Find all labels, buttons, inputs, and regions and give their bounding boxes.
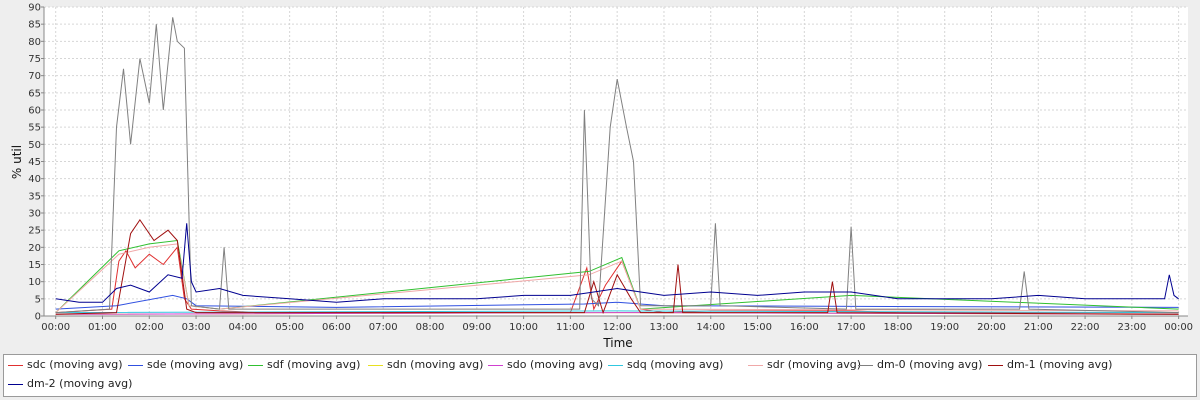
legend-item: dm-1 (moving avg) bbox=[988, 357, 1112, 373]
y-tick-label: 30 bbox=[28, 209, 41, 220]
series-line-8 bbox=[55, 219, 1179, 315]
legend-label: sdo (moving avg) bbox=[507, 358, 604, 371]
y-tick-label: 80 bbox=[28, 37, 41, 48]
y-tick-label: 75 bbox=[28, 54, 41, 65]
y-tick-label: 90 bbox=[28, 3, 41, 14]
x-tick-label: 16:00 bbox=[790, 322, 819, 333]
x-axis-ticks: 00:00 01:00 02:00 03:00 04:00 05:00 06:00 07:00… bbox=[41, 316, 1193, 333]
y-axis-ticks: 0 5 10 15 20 25 30 35 40 45 50 55 60 65 70 75 80 85 90 bbox=[28, 3, 44, 323]
y-tick-label: 40 bbox=[28, 174, 41, 185]
x-tick-label: 17:00 bbox=[837, 322, 866, 333]
x-tick-label: 03:00 bbox=[182, 322, 211, 333]
series-lines bbox=[55, 17, 1179, 315]
y-tick-label: 10 bbox=[28, 277, 41, 288]
x-tick-label: 21:00 bbox=[1024, 322, 1053, 333]
legend-item: sdf (moving avg) bbox=[248, 357, 360, 373]
legend-swatch bbox=[988, 364, 1003, 366]
y-tick-label: 55 bbox=[28, 123, 41, 134]
legend-label: dm-1 (moving avg) bbox=[1007, 358, 1113, 371]
y-tick-label: 20 bbox=[28, 243, 41, 254]
legend-swatch bbox=[368, 364, 383, 366]
legend-label: dm-0 (moving avg) bbox=[877, 358, 983, 371]
x-tick-label: 13:00 bbox=[650, 322, 679, 333]
legend-item: sdc (moving avg) bbox=[8, 357, 123, 373]
legend-label: sdf (moving avg) bbox=[267, 358, 361, 371]
x-tick-label: 11:00 bbox=[556, 322, 585, 333]
y-tick-label: 5 bbox=[35, 294, 41, 305]
series-line-5 bbox=[55, 310, 1179, 314]
x-tick-label: 15:00 bbox=[743, 322, 772, 333]
y-tick-label: 15 bbox=[28, 260, 41, 271]
legend-label: sdq (moving avg) bbox=[627, 358, 724, 371]
legend-item: sdr (moving avg) bbox=[748, 357, 861, 373]
legend-swatch bbox=[748, 364, 763, 366]
y-axis-title: % util bbox=[10, 145, 24, 179]
legend-item: dm-0 (moving avg) bbox=[858, 357, 982, 373]
y-tick-label: 50 bbox=[28, 140, 41, 151]
x-tick-label: 19:00 bbox=[930, 322, 959, 333]
x-tick-label: 20:00 bbox=[977, 322, 1006, 333]
x-tick-label: 23:00 bbox=[1117, 322, 1146, 333]
legend-label: sde (moving avg) bbox=[147, 358, 244, 371]
x-tick-label: 04:00 bbox=[228, 322, 257, 333]
y-tick-label: 45 bbox=[28, 157, 41, 168]
legend-swatch bbox=[248, 364, 263, 366]
x-tick-label: 08:00 bbox=[416, 322, 445, 333]
legend-item: sdq (moving avg) bbox=[608, 357, 723, 373]
x-tick-label: 00:00 bbox=[1164, 322, 1193, 333]
legend-swatch bbox=[128, 364, 143, 366]
legend-label: dm-2 (moving avg) bbox=[27, 377, 133, 390]
y-tick-label: 25 bbox=[28, 226, 41, 237]
x-tick-label: 14:00 bbox=[696, 322, 725, 333]
x-tick-label: 07:00 bbox=[369, 322, 398, 333]
legend-item: sdo (moving avg) bbox=[488, 357, 603, 373]
legend-swatch bbox=[8, 364, 23, 366]
y-tick-label: 60 bbox=[28, 106, 41, 117]
legend-label: sdr (moving avg) bbox=[767, 358, 862, 371]
x-tick-label: 12:00 bbox=[603, 322, 632, 333]
x-tick-label: 22:00 bbox=[1071, 322, 1100, 333]
legend-item: dm-2 (moving avg) bbox=[8, 376, 132, 392]
x-tick-label: 00:00 bbox=[41, 322, 70, 333]
x-tick-label: 10:00 bbox=[509, 322, 538, 333]
x-tick-label: 02:00 bbox=[135, 322, 164, 333]
legend-item: sde (moving avg) bbox=[128, 357, 243, 373]
series-line-9 bbox=[55, 223, 1179, 303]
x-tick-label: 09:00 bbox=[462, 322, 491, 333]
y-tick-label: 85 bbox=[28, 20, 41, 31]
x-tick-label: 01:00 bbox=[88, 322, 117, 333]
x-tick-label: 06:00 bbox=[322, 322, 351, 333]
series-line-7 bbox=[55, 17, 1179, 314]
legend-swatch bbox=[8, 383, 23, 385]
legend-swatch bbox=[608, 364, 623, 366]
line-chart: 0 5 10 15 20 25 30 35 40 45 50 55 60 65 70 75 80 85 90 00:… bbox=[10, 3, 1193, 351]
x-axis-title: Time bbox=[602, 336, 632, 350]
legend-label: sdn (moving avg) bbox=[387, 358, 484, 371]
y-tick-label: 0 bbox=[35, 312, 41, 323]
legend: sdc (moving avg) sde (moving avg) sdf (mov… bbox=[3, 354, 1197, 397]
legend-item: sdn (moving avg) bbox=[368, 357, 483, 373]
y-tick-label: 70 bbox=[28, 71, 41, 82]
legend-swatch bbox=[488, 364, 503, 366]
legend-swatch bbox=[858, 364, 873, 366]
x-tick-label: 05:00 bbox=[275, 322, 304, 333]
y-tick-label: 65 bbox=[28, 88, 41, 99]
x-tick-label: 18:00 bbox=[883, 322, 912, 333]
y-tick-label: 35 bbox=[28, 191, 41, 202]
legend-label: sdc (moving avg) bbox=[27, 358, 123, 371]
grid-lines bbox=[44, 6, 1188, 316]
